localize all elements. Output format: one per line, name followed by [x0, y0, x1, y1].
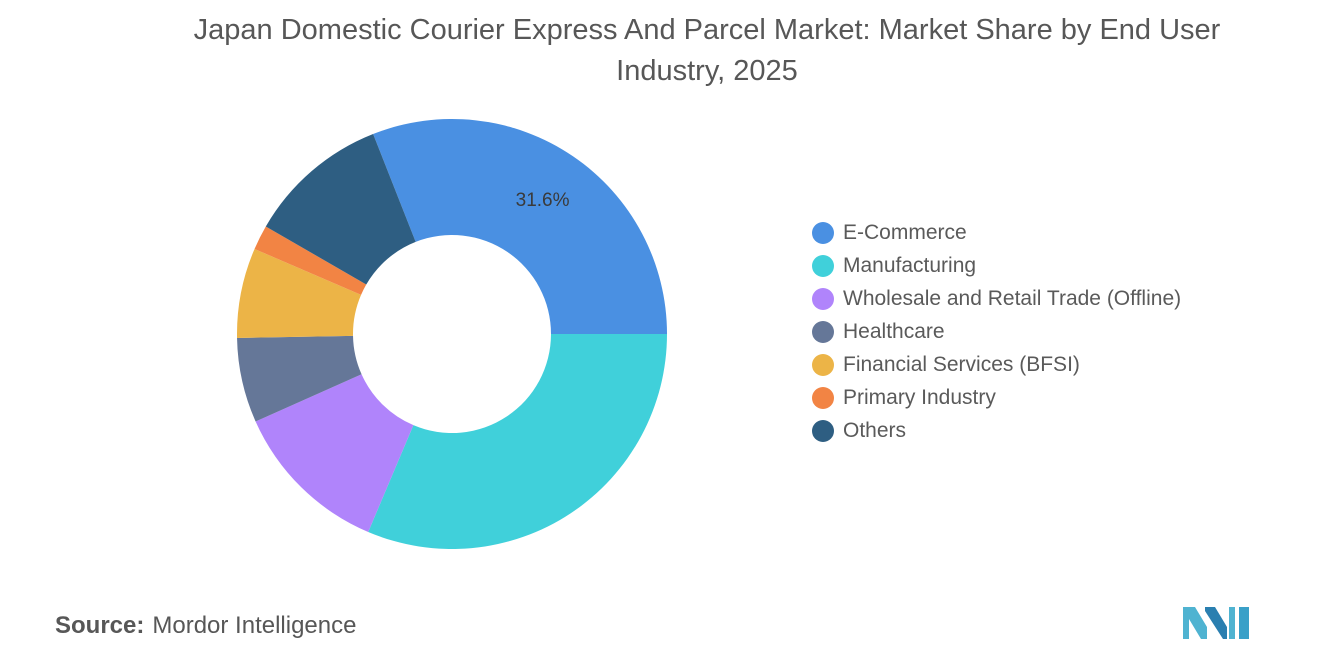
- legend-label: Healthcare: [843, 319, 945, 343]
- chart-title: Japan Domestic Courier Express And Parce…: [193, 14, 1221, 87]
- legend-label: E-Commerce: [843, 220, 967, 244]
- slice-primary-industry: [254, 226, 367, 295]
- legend-item: Others: [812, 414, 1181, 447]
- slice-financial-services-bfsi: [237, 248, 362, 338]
- legend-item: E-Commerce: [812, 216, 1181, 249]
- legend-label: Financial Services (BFSI): [843, 352, 1080, 376]
- legend-swatch: [812, 419, 834, 442]
- legend-item: Healthcare: [812, 315, 1181, 348]
- source-label: Source:: [55, 612, 145, 639]
- slice-wholesale-and-retail-trade-offline: [255, 374, 414, 532]
- legend-item: Financial Services (BFSI): [812, 348, 1181, 381]
- slice-others: [265, 134, 416, 285]
- legend-item: Primary Industry: [812, 381, 1181, 414]
- data-label: 31.6%: [516, 190, 570, 211]
- legend-label: Others: [843, 418, 907, 442]
- legend-item: Wholesale and Retail Trade (Offline): [812, 282, 1181, 315]
- chart-legend: E-Commerce Manufacturing Wholesale and Ret…: [812, 216, 1181, 447]
- legend-label: Primary Industry: [843, 385, 996, 409]
- source-value: Mordor Intelligence: [152, 612, 357, 639]
- mordor-intelligence-logo: [1183, 607, 1249, 639]
- source-note: Source: Mordor Intelligence: [55, 612, 356, 640]
- legend-swatch: [812, 353, 834, 376]
- legend-swatch: [812, 386, 834, 409]
- legend-label: Wholesale and Retail Trade (Offline): [843, 286, 1182, 310]
- slice-e-commerce: [373, 118, 667, 335]
- legend-label: Manufacturing: [843, 253, 977, 277]
- slice-healthcare: [237, 335, 362, 422]
- legend-item: Manufacturing: [812, 249, 1181, 282]
- slice-manufacturing: [368, 334, 667, 549]
- legend-swatch: [812, 287, 834, 310]
- legend-swatch: [812, 221, 834, 244]
- legend-swatch: [812, 254, 834, 277]
- legend-swatch: [812, 320, 834, 343]
